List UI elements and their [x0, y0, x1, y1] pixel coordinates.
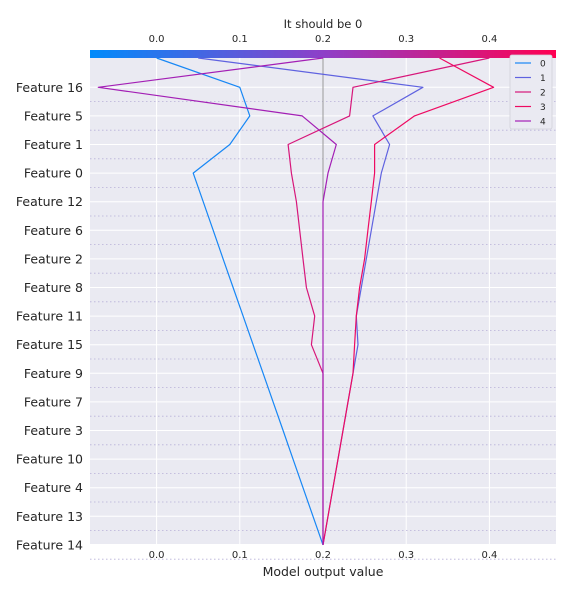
- series-lines: [97, 57, 495, 546]
- bottom-tick-label: 0.1: [232, 550, 248, 561]
- feature-label: Feature 9: [24, 366, 83, 381]
- bottom-tick-label: 0.3: [398, 550, 414, 561]
- legend-label-3: 3: [540, 103, 546, 113]
- legend-label-1: 1: [540, 74, 546, 84]
- legend: 0 1 2 3 4: [509, 54, 553, 130]
- colorbar: [90, 50, 556, 58]
- x-axis-label: Model output value: [263, 564, 384, 579]
- top-tick-label: 0.1: [232, 34, 248, 45]
- bottom-tick-label: 0.2: [315, 550, 331, 561]
- legend-label-4: 4: [540, 118, 546, 128]
- feature-label: Feature 0: [24, 166, 83, 181]
- feature-label: Feature 15: [16, 337, 83, 352]
- top-axis-ticks: 0.0 0.1 0.2 0.3 0.4: [149, 34, 498, 45]
- feature-label: Feature 2: [24, 251, 83, 266]
- chart-title: It should be 0: [284, 17, 363, 31]
- y-axis-ticks: Feature 14 Feature 13 Feature 4 Feature 10 F…: [16, 80, 83, 553]
- series-line-4: [97, 57, 337, 545]
- feature-label: Feature 3: [24, 423, 83, 438]
- bottom-tick-label: 0.4: [481, 550, 497, 561]
- feature-label: Feature 13: [16, 509, 83, 524]
- feature-label: Feature 4: [24, 480, 83, 495]
- top-tick-label: 0.2: [315, 34, 331, 45]
- feature-label: Feature 1: [24, 137, 83, 152]
- series-line-0: [156, 57, 324, 546]
- series-line-3: [322, 57, 495, 546]
- feature-label: Feature 16: [16, 80, 83, 95]
- feature-label: Feature 10: [16, 452, 83, 467]
- feature-label: Feature 7: [24, 394, 83, 409]
- feature-label: Feature 11: [16, 309, 83, 324]
- top-tick-label: 0.3: [398, 34, 414, 45]
- top-tick-label: 0.0: [149, 34, 165, 45]
- feature-label: Feature 5: [24, 108, 83, 123]
- bottom-axis-ticks: 0.0 0.1 0.2 0.3 0.4: [149, 550, 498, 561]
- feature-label: Feature 12: [16, 194, 83, 209]
- feature-label: Feature 8: [24, 280, 83, 295]
- legend-label-2: 2: [540, 89, 546, 99]
- top-tick-label: 0.4: [481, 34, 497, 45]
- legend-label-0: 0: [540, 60, 546, 70]
- bottom-tick-label: 0.0: [149, 550, 165, 561]
- feature-label: Feature 6: [24, 223, 83, 238]
- feature-label: Feature 14: [16, 537, 83, 552]
